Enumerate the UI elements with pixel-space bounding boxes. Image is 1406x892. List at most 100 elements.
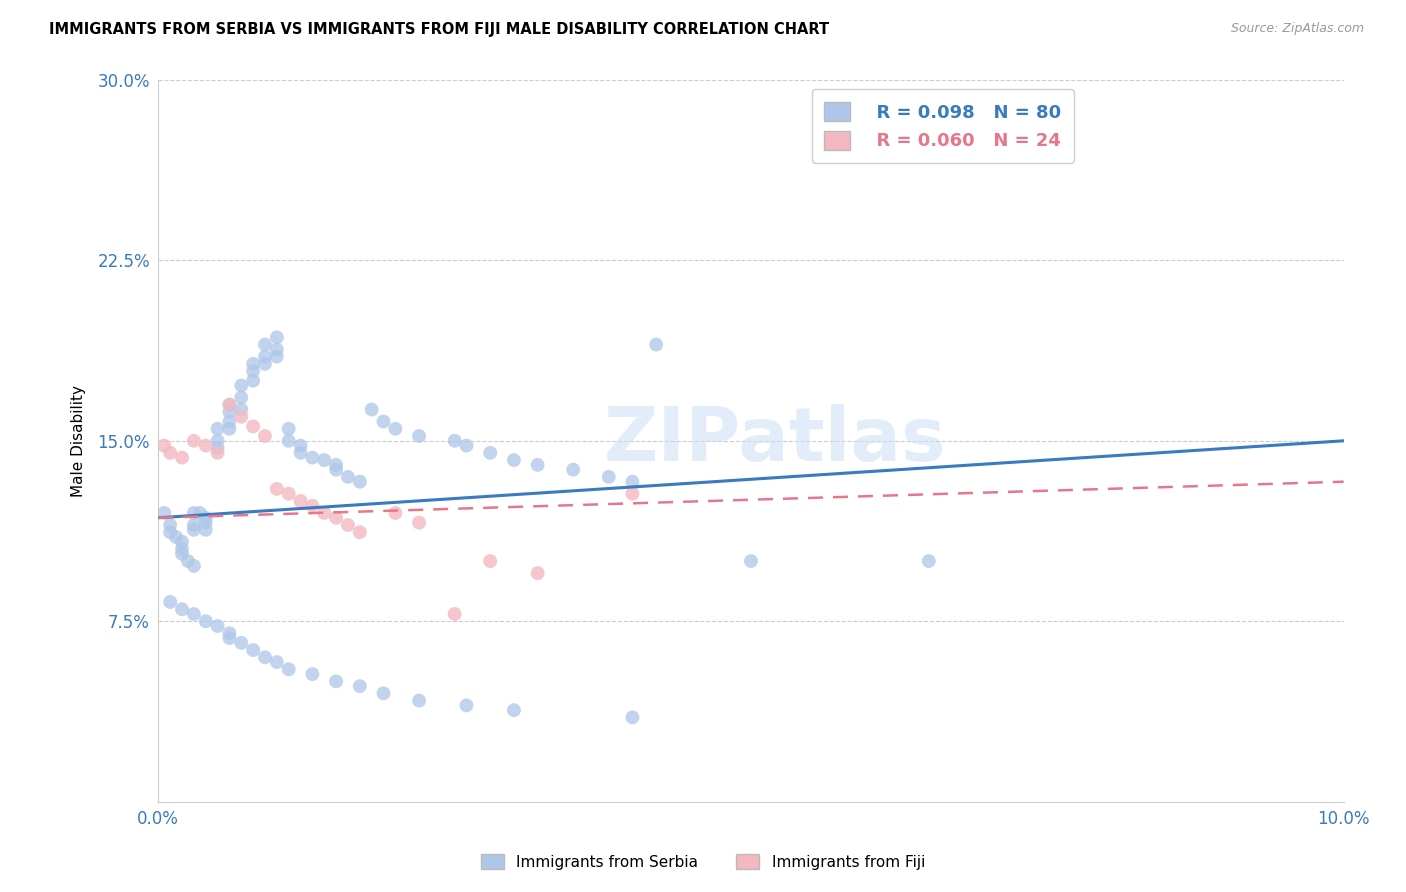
Point xyxy=(183,518,205,533)
Point xyxy=(621,475,644,489)
Point xyxy=(349,679,371,693)
Point xyxy=(183,607,205,621)
Point xyxy=(194,614,217,628)
Y-axis label: Male Disability: Male Disability xyxy=(72,384,86,497)
Point xyxy=(456,439,478,453)
Point xyxy=(218,398,240,412)
Point xyxy=(231,409,253,424)
Point xyxy=(325,674,347,689)
Point xyxy=(266,350,288,364)
Point xyxy=(314,453,336,467)
Point xyxy=(301,450,323,465)
Point xyxy=(408,516,430,530)
Point xyxy=(242,357,264,371)
Point xyxy=(277,662,299,676)
Point xyxy=(740,554,762,568)
Point xyxy=(253,429,276,443)
Point xyxy=(170,534,193,549)
Legend: Immigrants from Serbia, Immigrants from Fiji: Immigrants from Serbia, Immigrants from … xyxy=(474,846,932,877)
Point xyxy=(194,439,217,453)
Point xyxy=(373,415,395,429)
Point xyxy=(266,655,288,669)
Point xyxy=(218,398,240,412)
Point xyxy=(253,650,276,665)
Point xyxy=(218,415,240,429)
Point xyxy=(336,518,359,533)
Point xyxy=(373,686,395,700)
Point xyxy=(266,482,288,496)
Point xyxy=(301,499,323,513)
Point xyxy=(253,350,276,364)
Point xyxy=(177,554,200,568)
Point xyxy=(918,554,941,568)
Point xyxy=(526,566,548,580)
Point xyxy=(165,530,187,544)
Point xyxy=(621,710,644,724)
Point xyxy=(183,558,205,573)
Point xyxy=(349,525,371,540)
Point xyxy=(159,446,181,460)
Point xyxy=(408,429,430,443)
Point xyxy=(159,525,181,540)
Point xyxy=(153,439,176,453)
Point xyxy=(443,607,465,621)
Point xyxy=(153,506,176,520)
Point xyxy=(479,446,502,460)
Point xyxy=(290,494,312,508)
Point xyxy=(194,516,217,530)
Point xyxy=(301,667,323,681)
Point xyxy=(207,619,229,633)
Point xyxy=(218,626,240,640)
Point xyxy=(194,510,217,524)
Point xyxy=(183,523,205,537)
Point xyxy=(253,357,276,371)
Point xyxy=(207,446,229,460)
Point xyxy=(360,402,382,417)
Point xyxy=(207,434,229,448)
Point xyxy=(325,458,347,472)
Point xyxy=(170,547,193,561)
Point xyxy=(384,506,406,520)
Point xyxy=(218,405,240,419)
Text: IMMIGRANTS FROM SERBIA VS IMMIGRANTS FROM FIJI MALE DISABILITY CORRELATION CHART: IMMIGRANTS FROM SERBIA VS IMMIGRANTS FRO… xyxy=(49,22,830,37)
Point xyxy=(242,364,264,378)
Point xyxy=(253,337,276,351)
Point xyxy=(598,470,620,484)
Point xyxy=(503,453,526,467)
Point xyxy=(242,374,264,388)
Point xyxy=(325,510,347,524)
Point xyxy=(349,475,371,489)
Point xyxy=(207,422,229,436)
Legend:   R = 0.098   N = 80,   R = 0.060   N = 24: R = 0.098 N = 80, R = 0.060 N = 24 xyxy=(811,89,1074,163)
Point xyxy=(170,542,193,557)
Point xyxy=(170,602,193,616)
Point xyxy=(218,422,240,436)
Point xyxy=(562,463,585,477)
Point xyxy=(266,343,288,357)
Point xyxy=(277,434,299,448)
Point xyxy=(408,693,430,707)
Point xyxy=(503,703,526,717)
Point xyxy=(526,458,548,472)
Point xyxy=(290,446,312,460)
Point xyxy=(384,422,406,436)
Point xyxy=(218,631,240,645)
Point xyxy=(336,470,359,484)
Point xyxy=(479,554,502,568)
Point xyxy=(159,518,181,533)
Point xyxy=(159,595,181,609)
Point xyxy=(231,391,253,405)
Point xyxy=(242,419,264,434)
Text: ZIPatlas: ZIPatlas xyxy=(603,404,946,477)
Point xyxy=(645,337,668,351)
Point xyxy=(277,486,299,500)
Point xyxy=(277,422,299,436)
Point xyxy=(242,643,264,657)
Point xyxy=(231,378,253,392)
Text: Source: ZipAtlas.com: Source: ZipAtlas.com xyxy=(1230,22,1364,36)
Point xyxy=(194,523,217,537)
Point xyxy=(325,463,347,477)
Point xyxy=(443,434,465,448)
Point xyxy=(314,506,336,520)
Point xyxy=(170,450,193,465)
